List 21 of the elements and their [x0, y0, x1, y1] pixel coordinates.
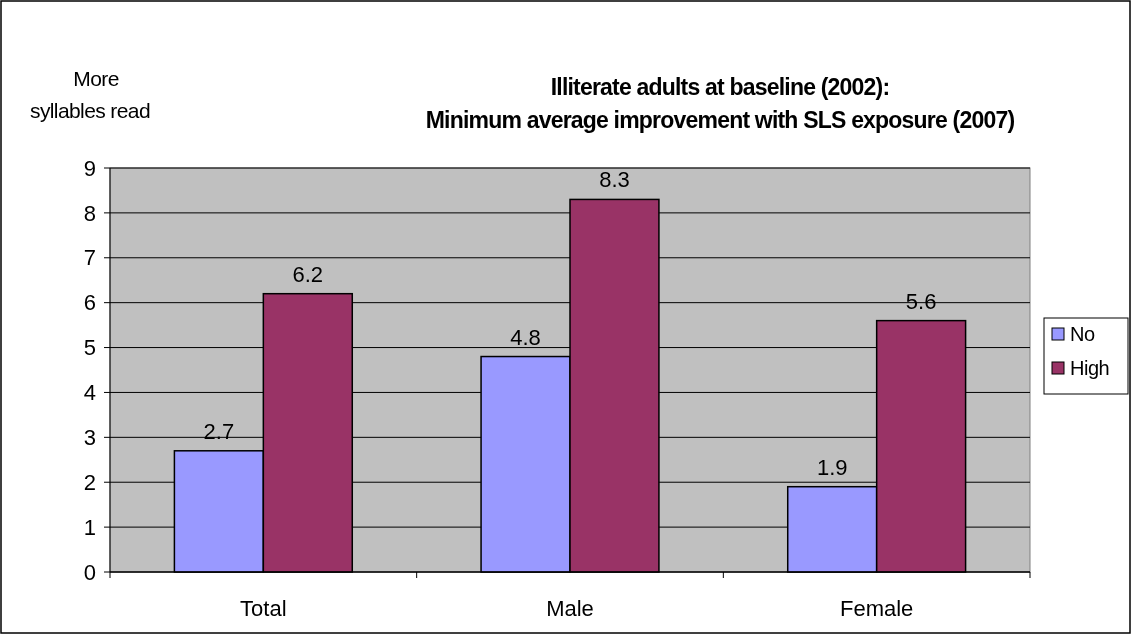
y-tick-label: 5 [83, 335, 96, 361]
y-tick-label: 1 [83, 514, 96, 540]
legend-label: No [1070, 323, 1095, 345]
data-label: 1.9 [816, 454, 848, 480]
y-tick-label: 7 [83, 245, 96, 271]
y-axis-title: More syllables read [30, 67, 150, 122]
data-label: 4.8 [510, 324, 541, 350]
y-tick-label: 6 [83, 290, 96, 316]
y-tick-label: 2 [83, 469, 96, 495]
y-tick-label: 8 [83, 200, 96, 226]
chart-title: Illiterate adults at baseline (2002): Minimum average improvement with SLS exposure (2007) [425, 74, 1015, 133]
x-tick-label: Female [839, 596, 914, 621]
y-tick-label: 9 [83, 155, 96, 181]
x-tick-label: Total [240, 596, 287, 621]
y-tick-label: 4 [83, 380, 96, 406]
x-tick-label: Male [546, 596, 594, 621]
y-tick-label: 3 [83, 425, 96, 451]
legend-label: High [1070, 357, 1110, 379]
data-label: 6.2 [292, 261, 324, 287]
y-tick-label: 0 [83, 559, 96, 585]
data-label: 8.3 [599, 167, 630, 193]
